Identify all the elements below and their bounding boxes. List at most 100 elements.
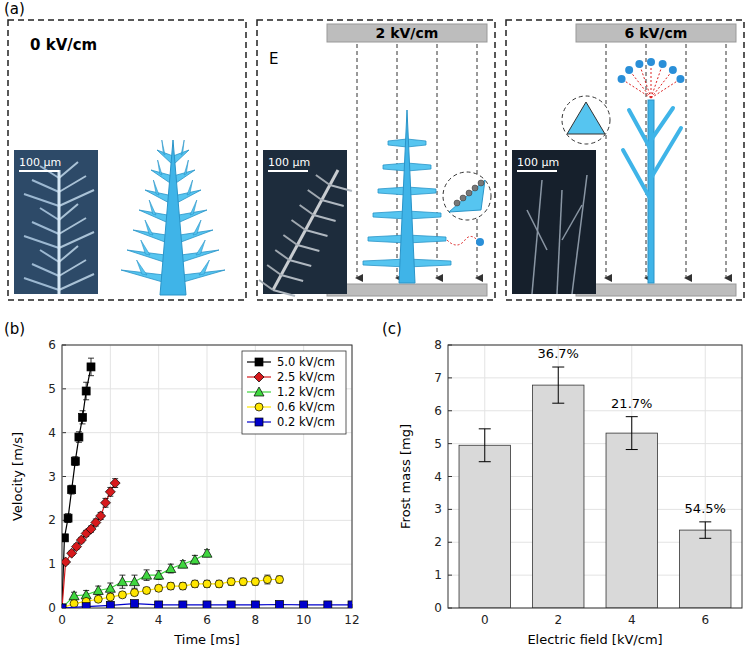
tick-label: 2 [434,535,442,549]
dendrite [267,265,281,275]
data-point [276,576,284,584]
tick-mark [448,509,452,510]
charge [478,180,484,186]
error-line [484,429,485,462]
branch [141,240,150,255]
data-point [155,584,163,592]
data-point [203,580,211,588]
tick-label: 8 [252,613,260,627]
grid-line [207,345,208,608]
tick-mark [448,410,452,411]
axis-title: Frost mass [mg] [398,424,413,529]
dendrite [59,260,86,276]
data-point [300,601,308,608]
dendrite [40,208,59,220]
droplet [476,238,484,246]
error-bar [204,580,210,587]
bar [680,530,731,608]
tick-label: 4 [434,470,442,484]
legend-label: 5.0 kV/cm [277,355,335,369]
data-point [106,593,114,601]
data-point [62,604,66,608]
error-line [631,417,632,450]
plot-area [62,345,352,608]
trajectory [651,70,673,98]
electrode [576,24,736,42]
tick-label: 6 [203,613,211,627]
scale-bar [19,170,59,172]
electrode [576,284,736,296]
charge [472,185,478,191]
tick-mark [62,388,66,389]
field-symbol: E [269,50,278,68]
tick-label: 4 [628,613,636,627]
tick-mark [448,476,452,477]
tick-label: 1 [434,568,442,582]
error-bar [252,578,258,585]
data-point [68,486,76,494]
branch [199,260,209,275]
charge [454,200,460,206]
dendrite [259,280,273,290]
tick-label: 0 [48,601,56,615]
dendrite [275,250,289,260]
legend-swatch [255,403,263,411]
dendrite [273,170,338,290]
error-cap [88,375,94,376]
data-point [105,583,115,592]
droplet [635,60,643,68]
data-point [75,433,83,441]
droplet [669,66,677,74]
error-bar [69,485,75,494]
tick-label: 1 [48,557,56,571]
charge [466,190,472,196]
data-point [130,577,140,586]
data-point [105,487,115,497]
error-cap [552,403,564,404]
error-bar [83,382,89,400]
error-bar [277,576,283,583]
dendrite [59,218,86,234]
dendrite [308,190,322,200]
data-point [251,578,259,586]
branch [196,240,205,255]
dendrite [316,175,330,185]
data-point [62,604,66,608]
grid-line [448,377,742,378]
droplet [618,75,626,83]
data-point [227,578,235,586]
branch [153,180,159,195]
data-point [166,564,176,573]
dendrite [297,245,319,251]
crystal-illustration [121,140,225,295]
legend: 5.0 kV/cm2.5 kV/cm1.2 kV/cm0.6 kV/cm0.2 … [242,351,346,434]
tick-label: 4 [155,613,163,627]
tick-label: 3 [48,470,56,484]
error-bar [699,522,711,538]
dendrite [322,200,344,206]
annotation: 36.7% [538,346,579,361]
data-point [62,534,68,542]
trajectory [447,236,479,245]
trajectory [622,79,651,98]
error-bar [88,358,94,376]
tick-label: 2 [48,513,56,527]
field-line [606,44,607,278]
trunk [648,100,654,283]
field-label: 2 kV/cm [376,25,439,41]
micrograph-content [527,175,587,294]
field-line [437,44,438,278]
data-point [101,498,111,508]
dendrite [306,230,328,236]
data-point [110,478,120,488]
panel-frame [506,20,744,300]
dendrite [562,205,582,240]
data-point [179,582,187,590]
error-bar [80,411,86,424]
electrode [327,24,487,42]
dendrite [314,215,336,221]
data-point [69,591,79,600]
data-group [62,358,352,608]
branch [184,160,188,175]
legend-label: 2.5 kV/cm [277,370,335,384]
